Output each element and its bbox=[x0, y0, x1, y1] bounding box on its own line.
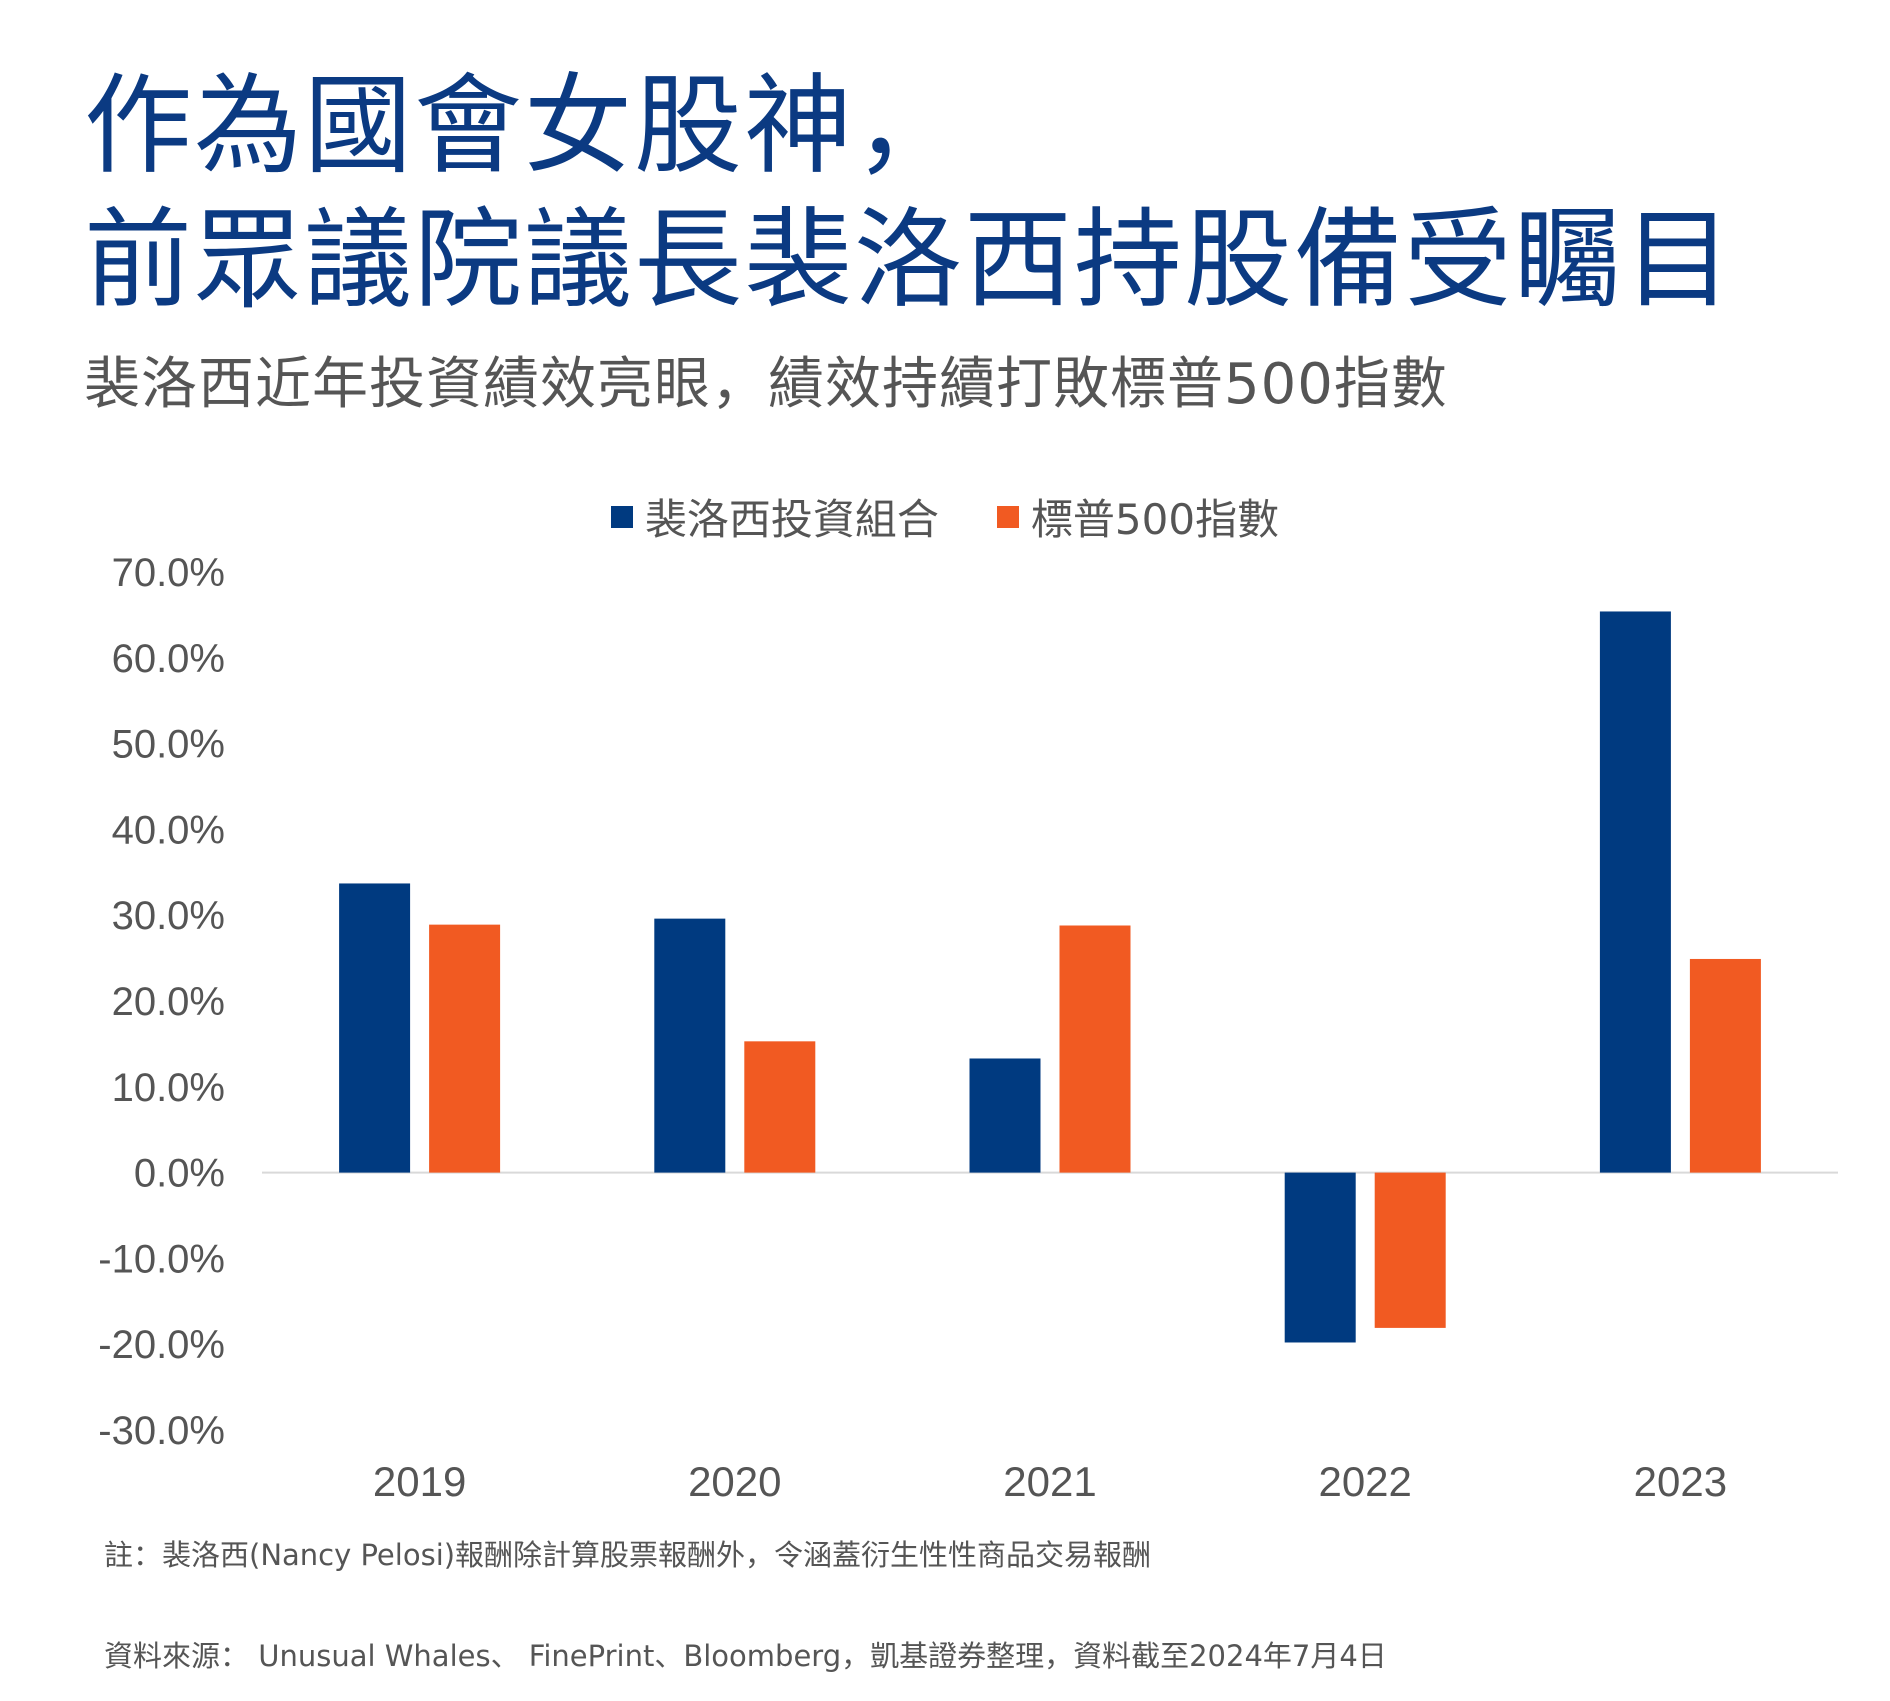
bar-chart: 70.0% 60.0% 50.0% 40.0% 30.0% 20.0% 10.0% 0.0% -… bbox=[98, 551, 1838, 1505]
chart-title: 作為國會女股神， 前眾議院議長裴洛西持股備受矚目 bbox=[84, 60, 1734, 328]
bar-sp500-2020 bbox=[744, 1041, 816, 1173]
bar-sp500-2023 bbox=[1689, 958, 1761, 1173]
x-tick-label: 2019 bbox=[373, 1458, 466, 1505]
x-tick-label: 2022 bbox=[1318, 1458, 1411, 1505]
y-tick-label: 0.0% bbox=[134, 1152, 225, 1196]
y-tick-label: 20.0% bbox=[112, 980, 225, 1024]
x-tick-label: 2021 bbox=[1003, 1458, 1096, 1505]
bar-pelosi-2023 bbox=[1599, 611, 1671, 1173]
legend: 裴洛西投資組合 標普500指數 bbox=[0, 486, 1890, 547]
legend-item-sp500: 標普500指數 bbox=[996, 486, 1280, 547]
title-line-1: 作為國會女股神， bbox=[84, 64, 965, 189]
bar-pelosi-2022 bbox=[1284, 1172, 1356, 1343]
legend-swatch-pelosi bbox=[610, 505, 633, 528]
footnote: 註：裴洛西(Nancy Pelosi)報酬除計算股票報酬外，令涵蓋衍生性性商品交… bbox=[104, 1538, 1152, 1572]
y-tick-label: 30.0% bbox=[112, 894, 225, 938]
bar-sp500-2019 bbox=[429, 924, 501, 1173]
y-tick-label: 70.0% bbox=[112, 551, 225, 595]
bar-pelosi-2019 bbox=[339, 883, 411, 1173]
legend-label-sp500: 標普500指數 bbox=[1030, 495, 1280, 544]
x-tick-label: 2023 bbox=[1634, 1458, 1727, 1505]
y-tick-label: -20.0% bbox=[98, 1323, 225, 1367]
y-tick-label: 60.0% bbox=[112, 637, 225, 681]
y-tick-label: -10.0% bbox=[98, 1237, 225, 1281]
title-line-2: 前眾議院議長裴洛西持股備受矚目 bbox=[84, 198, 1735, 323]
bar-pelosi-2020 bbox=[654, 918, 726, 1173]
legend-label-pelosi: 裴洛西投資組合 bbox=[644, 495, 939, 544]
x-tick-label: 2020 bbox=[688, 1458, 781, 1505]
chart-subtitle: 裴洛西近年投資績效亮眼，績效持續打敗標普500指數 bbox=[84, 352, 1448, 417]
y-tick-label: 50.0% bbox=[112, 723, 225, 767]
y-tick-label: 40.0% bbox=[112, 808, 225, 852]
bar-sp500-2022 bbox=[1374, 1172, 1446, 1328]
legend-item-pelosi: 裴洛西投資組合 bbox=[610, 486, 939, 547]
source-note: 資料來源： Unusual Whales、 FinePrint、Bloomber… bbox=[104, 1639, 1387, 1673]
y-tick-label: 10.0% bbox=[112, 1066, 225, 1110]
y-tick-label: -30.0% bbox=[98, 1409, 225, 1453]
legend-swatch-sp500 bbox=[996, 505, 1019, 528]
bar-sp500-2021 bbox=[1059, 925, 1131, 1173]
bar-pelosi-2021 bbox=[969, 1058, 1041, 1173]
